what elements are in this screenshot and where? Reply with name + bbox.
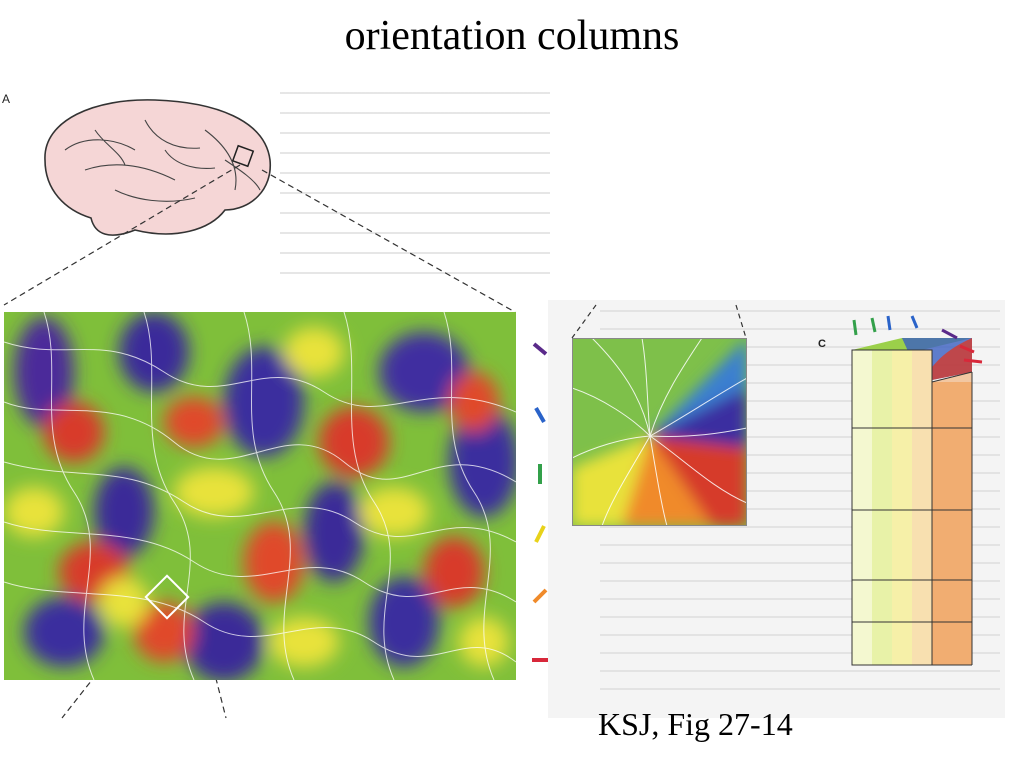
background-text	[280, 92, 550, 277]
orientation-legend-icon	[532, 342, 548, 662]
orientation-column-icon	[851, 315, 983, 666]
brain-icon	[44, 99, 271, 236]
citation: KSJ, Fig 27-14	[598, 706, 793, 742]
panel-a-label: A	[2, 92, 11, 106]
slide-title: orientation columns	[344, 13, 680, 59]
panel-c-label: C	[818, 338, 826, 350]
pinwheel-icon	[572, 338, 747, 526]
orientation-map-icon	[4, 312, 516, 680]
